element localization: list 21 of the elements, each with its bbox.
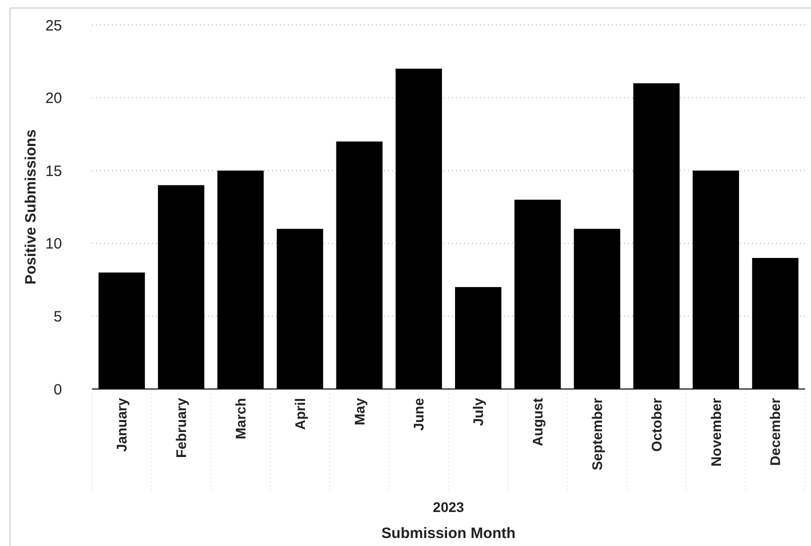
x-tick-label: June [410,398,427,431]
x-tick-label: November [708,397,724,466]
x-tick-label: January [114,398,130,452]
y-tick-label: 10 [45,236,62,253]
x-tick-label: July [470,398,486,426]
x-tick-label: May [351,398,368,426]
y-axis-title: Positive Submissions [22,129,40,285]
x-tick-label: March [232,398,248,440]
y-tick-label: 25 [45,17,62,34]
x-tick-label: October [648,397,664,452]
x-tick-label: April [292,398,308,430]
text: 2023 [432,499,464,515]
x-tick-label: August [530,398,546,446]
x-tick-label: December [767,397,784,466]
y-tick-label: 20 [45,90,62,108]
x-axis-title: Submission Month [381,525,516,542]
y-tick-label: 15 [45,162,62,180]
x-tick-label: September [588,397,605,470]
y-tick-label: 0 [54,381,62,398]
x-tick-label: February [173,398,190,458]
y-tick-label: 5 [54,308,62,326]
